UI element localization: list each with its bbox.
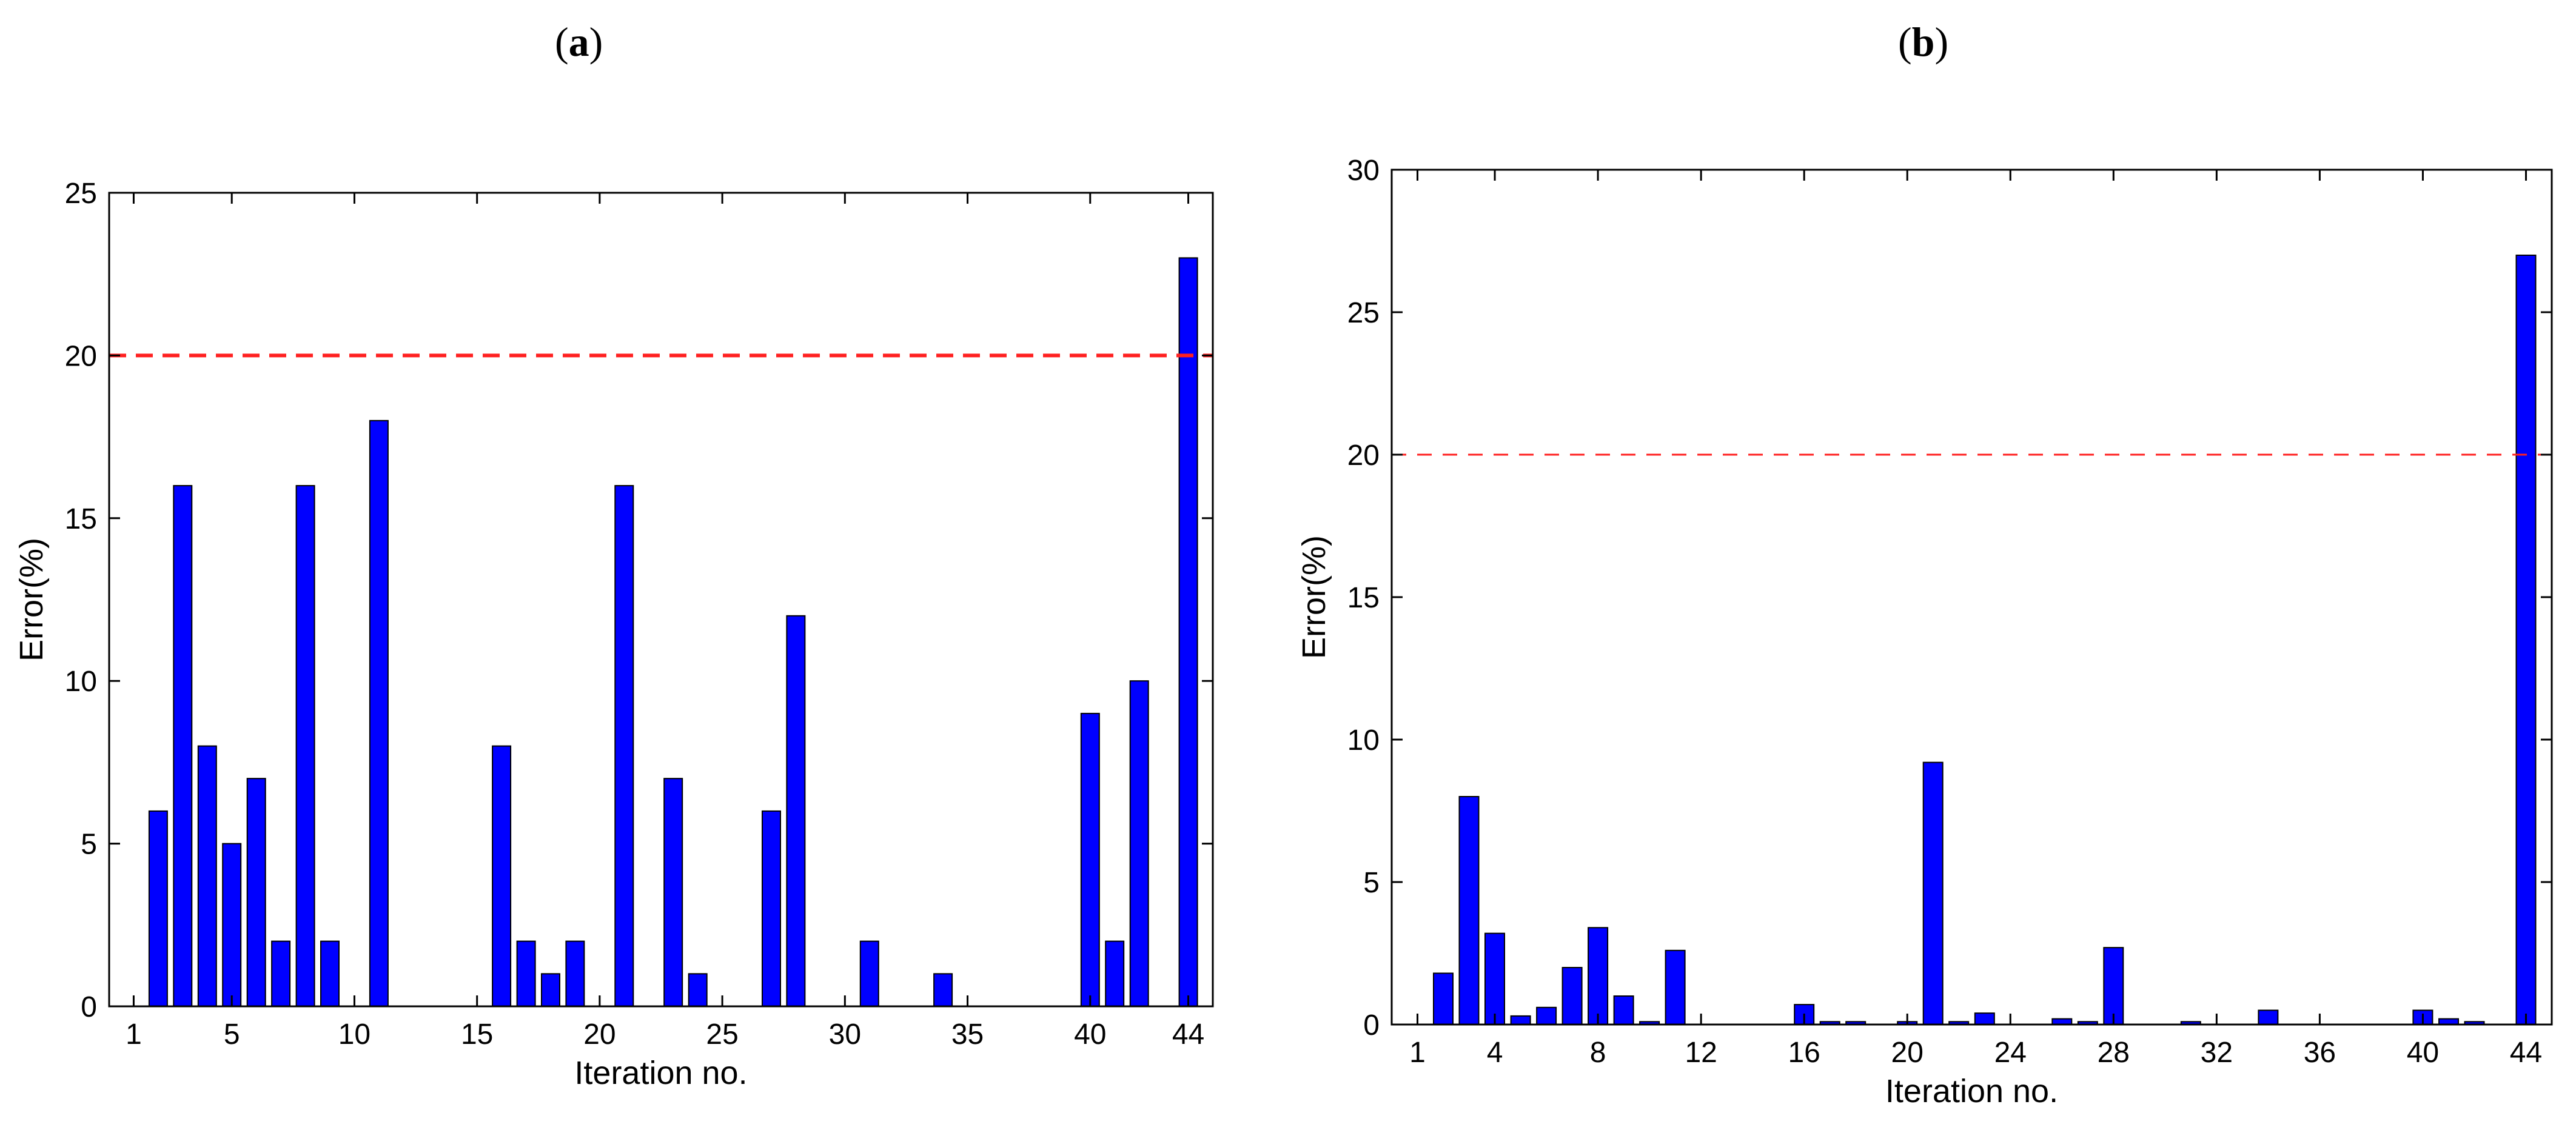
bar-a-17	[516, 940, 536, 1007]
bar-b-4	[1484, 932, 1505, 1025]
xtick-label-b-1: 1	[1409, 1037, 1426, 1069]
bar-a-18	[541, 973, 560, 1008]
xtick-label-a-20: 20	[583, 1018, 615, 1051]
ytick-label-b-15: 15	[1347, 582, 1380, 614]
bar-a-21	[614, 485, 634, 1007]
bar-b-28	[2103, 947, 2124, 1025]
bar-a-42	[1129, 680, 1149, 1007]
ytick-label-b-20: 20	[1347, 440, 1380, 472]
bar-b-5	[1510, 1015, 1531, 1026]
ytick-label-b-25: 25	[1347, 297, 1380, 329]
xtick-label-b-4: 4	[1487, 1037, 1503, 1069]
ytick-label-b-30: 30	[1347, 155, 1380, 187]
x-axis-label-b: Iteration no.	[1885, 1073, 2058, 1109]
ytick-label-a-25: 25	[65, 178, 97, 210]
y-axis-label-b: Error(%)	[1296, 535, 1332, 659]
ytick-label-a-0: 0	[81, 991, 97, 1023]
xtick-label-b-36: 36	[2304, 1037, 2336, 1069]
bar-a-7	[271, 940, 291, 1007]
bar-b-21	[1922, 761, 1944, 1025]
xtick-label-b-20: 20	[1891, 1037, 1924, 1069]
bar-a-11	[369, 420, 389, 1007]
bar-b-34	[2258, 1009, 2279, 1025]
xtick-label-b-44: 44	[2510, 1037, 2542, 1069]
xtick-label-b-24: 24	[1994, 1037, 2027, 1069]
xtick-label-b-28: 28	[2098, 1037, 2130, 1069]
xtick-label-a-35: 35	[951, 1018, 984, 1051]
ytick-label-a-15: 15	[65, 503, 97, 535]
axes-box-a	[108, 192, 1214, 1008]
bar-b-7	[1561, 967, 1583, 1025]
bar-b-3	[1458, 796, 1480, 1025]
axes-box-b	[1390, 169, 2553, 1026]
panel-b-label-open: (	[1898, 19, 1912, 65]
bar-a-44	[1178, 257, 1198, 1007]
bar-b-9	[1613, 995, 1634, 1025]
bar-a-4	[197, 745, 217, 1007]
bar-a-16	[492, 745, 512, 1007]
y-axis-label-a: Error(%)	[13, 538, 50, 661]
bar-a-6	[246, 778, 266, 1007]
bar-a-24	[688, 973, 708, 1008]
xtick-label-a-1: 1	[126, 1018, 142, 1051]
bar-a-2	[148, 810, 168, 1008]
bar-b-2	[1433, 972, 1454, 1026]
bar-b-11	[1665, 949, 1686, 1026]
bar-a-28	[786, 615, 806, 1007]
xtick-label-a-15: 15	[461, 1018, 493, 1051]
bar-a-19	[565, 940, 585, 1007]
ytick-label-a-10: 10	[65, 666, 97, 698]
panel-a-label: (a)	[555, 18, 603, 66]
xtick-label-a-10: 10	[338, 1018, 371, 1051]
bar-b-44	[2515, 255, 2537, 1025]
bar-a-23	[663, 778, 683, 1007]
bar-b-6	[1536, 1006, 1557, 1026]
bar-a-5	[222, 843, 242, 1007]
bar-a-8	[295, 485, 315, 1007]
panel-a-label-letter: a	[568, 19, 589, 65]
panel-a-label-close: )	[589, 19, 603, 65]
bar-a-34	[933, 973, 953, 1008]
xtick-label-b-12: 12	[1685, 1037, 1717, 1069]
bar-a-9	[320, 940, 340, 1007]
xtick-label-a-30: 30	[829, 1018, 861, 1051]
xtick-label-a-40: 40	[1074, 1018, 1106, 1051]
panel-b-label-close: )	[1934, 19, 1949, 65]
x-axis-label-a: Iteration no.	[574, 1055, 747, 1091]
xtick-label-b-16: 16	[1788, 1037, 1820, 1069]
ytick-label-a-5: 5	[81, 829, 97, 861]
bar-b-23	[1974, 1012, 1995, 1025]
ytick-label-b-0: 0	[1363, 1009, 1380, 1041]
xtick-label-b-8: 8	[1590, 1037, 1606, 1069]
bar-a-41	[1105, 940, 1125, 1007]
panel-b-label-letter: b	[1911, 19, 1935, 65]
xtick-label-a-44: 44	[1172, 1018, 1204, 1051]
bar-a-3	[173, 485, 193, 1007]
ytick-label-b-10: 10	[1347, 724, 1380, 757]
ytick-label-b-5: 5	[1363, 867, 1380, 899]
xtick-label-b-40: 40	[2407, 1037, 2439, 1069]
xtick-label-a-5: 5	[224, 1018, 240, 1051]
panel-a-label-open: (	[555, 19, 569, 65]
xtick-label-b-32: 32	[2201, 1037, 2233, 1069]
xtick-label-a-25: 25	[706, 1018, 738, 1051]
bar-a-40	[1080, 712, 1100, 1008]
bar-b-8	[1588, 927, 1609, 1025]
ytick-label-a-20: 20	[65, 340, 97, 372]
bar-a-27	[762, 810, 781, 1008]
bar-a-31	[859, 940, 879, 1007]
panel-b-label: (b)	[1898, 18, 1948, 66]
